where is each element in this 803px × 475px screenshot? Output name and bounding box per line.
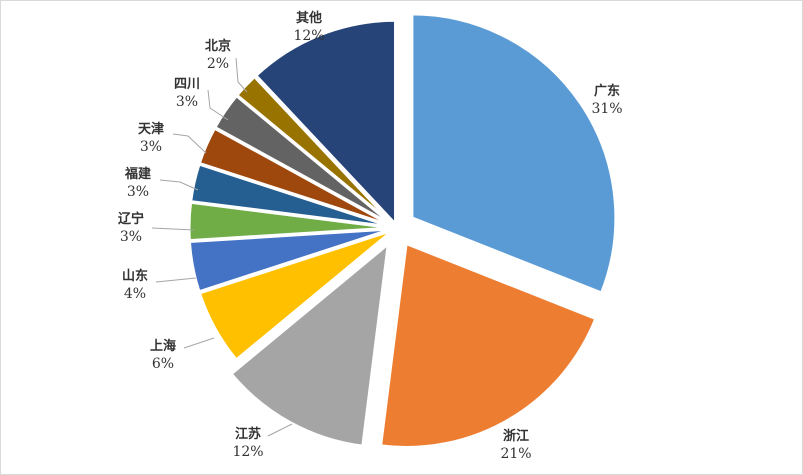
slice-percent-7: 3% <box>127 184 149 200</box>
leader-line-9 <box>207 89 229 121</box>
leader-line-7 <box>159 179 199 191</box>
slice-label-11: 其他 <box>296 10 322 26</box>
leader-line-4 <box>183 337 215 349</box>
leader-line-8 <box>172 133 207 154</box>
leader-line-3 <box>267 423 293 437</box>
pie-slice-1 <box>410 12 618 295</box>
slice-label-2: 浙江 <box>503 428 529 444</box>
slice-label-9: 四川 <box>174 77 200 92</box>
slice-label-8: 天津 <box>138 121 164 137</box>
slice-label-3: 江苏 <box>235 426 261 442</box>
leader-line-10 <box>235 57 248 93</box>
slice-percent-10: 2% <box>207 56 229 72</box>
slice-percent-6: 3% <box>120 229 142 245</box>
slice-label-7: 福建 <box>124 166 151 182</box>
slice-percent-1: 31% <box>591 101 622 117</box>
slice-percent-4: 6% <box>152 356 174 372</box>
slice-percent-3: 12% <box>232 444 263 460</box>
slice-percent-9: 3% <box>176 94 198 110</box>
slice-percent-8: 3% <box>140 139 162 155</box>
slice-label-4: 上海 <box>150 338 176 354</box>
pie-slice-10 <box>234 74 396 227</box>
slice-label-5: 山东 <box>122 268 148 284</box>
pie-slice-2 <box>378 241 598 449</box>
leader-line-5 <box>155 277 197 283</box>
pie-slice-3 <box>229 240 391 448</box>
pie-slice-11 <box>253 18 398 229</box>
slice-percent-2: 21% <box>500 446 531 462</box>
leader-line-6 <box>151 227 195 231</box>
slice-label-1: 广东 <box>594 83 620 99</box>
slice-label-6: 辽宁 <box>118 211 144 227</box>
slice-percent-5: 4% <box>124 286 146 302</box>
slice-percent-11: 12% <box>293 28 324 44</box>
slice-label-10: 北京 <box>205 38 231 54</box>
